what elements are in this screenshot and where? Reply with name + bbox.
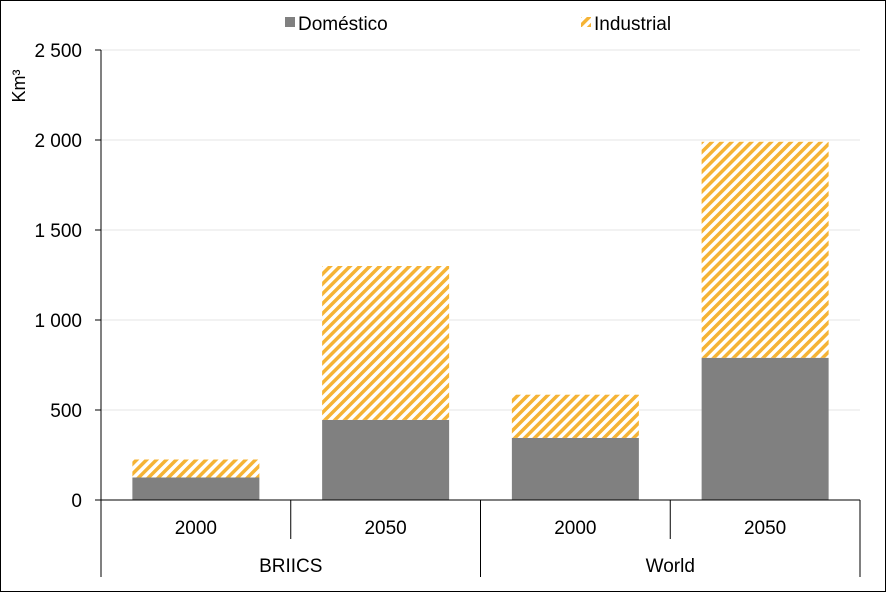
x-tick-label: 2000 [554, 518, 596, 539]
legend: Doméstico Industrial [285, 14, 671, 35]
y-axis-label: Km³ [9, 70, 29, 103]
bar-domestico [132, 477, 260, 500]
legend-swatch [285, 17, 295, 27]
group-labels: BRIICS World [259, 556, 695, 577]
bar-domestico [511, 437, 639, 500]
bar-industrial [511, 394, 639, 438]
bars [132, 141, 829, 500]
bar-domestico [701, 357, 829, 500]
group-label: BRIICS [259, 556, 322, 577]
axes [95, 49, 861, 577]
legend-label: Industrial [594, 14, 671, 35]
y-tick-label: 0 [71, 491, 82, 512]
bar-industrial [322, 266, 450, 420]
group-label: World [646, 556, 695, 577]
bar-industrial [132, 459, 260, 478]
x-tick-label: 2050 [364, 518, 406, 539]
x-tick-label: 2050 [744, 518, 786, 539]
y-tick-labels: 0 500 1 000 1 500 2 000 2 500 [34, 41, 82, 512]
y-tick-label: 500 [50, 401, 82, 422]
bar-industrial [701, 141, 829, 358]
legend-swatch [581, 17, 591, 27]
y-tick-label: 2 500 [34, 41, 82, 62]
y-tick-label: 1 000 [34, 311, 82, 332]
x-tick-label: 2000 [175, 518, 217, 539]
legend-label: Doméstico [298, 14, 388, 35]
y-tick-label: 1 500 [34, 221, 82, 242]
x-tick-labels: 2000 2050 2000 2050 [175, 518, 787, 539]
bar-domestico [322, 419, 450, 500]
y-tick-label: 2 000 [34, 131, 82, 152]
